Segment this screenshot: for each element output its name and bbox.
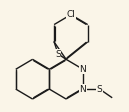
Text: Cl: Cl <box>66 10 75 19</box>
Text: N: N <box>79 65 86 74</box>
Text: S: S <box>97 85 103 94</box>
Text: S: S <box>55 50 61 58</box>
Text: N: N <box>79 85 86 94</box>
